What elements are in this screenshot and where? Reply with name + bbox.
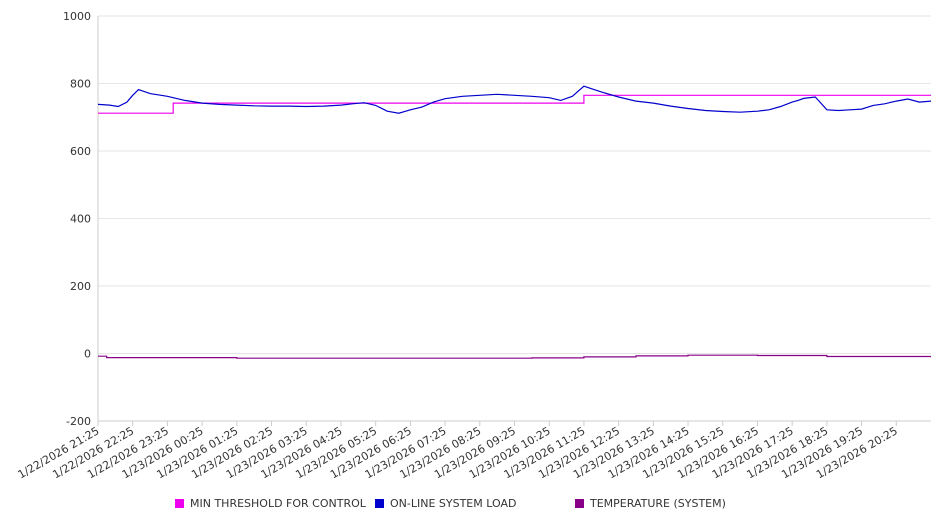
min-threshold-line	[98, 94, 931, 114]
y-tick-label: 800	[70, 78, 91, 91]
legend-swatch-min-threshold	[175, 499, 184, 508]
legend-label-min-threshold: MIN THRESHOLD FOR CONTROL	[190, 497, 366, 510]
series-layer	[97, 85, 932, 359]
y-tick-label: -200	[66, 415, 91, 428]
y-tick-label: 400	[70, 213, 91, 226]
y-tick-label: 0	[84, 348, 91, 361]
legend-label-system-load: ON-LINE SYSTEM LOAD	[390, 497, 517, 510]
legend: MIN THRESHOLD FOR CONTROL ON-LINE SYSTEM…	[0, 497, 946, 515]
system-load-line	[97, 85, 932, 114]
legend-item-min-threshold[interactable]: MIN THRESHOLD FOR CONTROL	[175, 497, 366, 510]
temperature-line	[98, 354, 931, 359]
axis-layer	[97, 16, 931, 426]
legend-item-system-load[interactable]: ON-LINE SYSTEM LOAD	[375, 497, 516, 510]
y-tick-label: 200	[70, 280, 91, 293]
grid-layer	[98, 15, 931, 354]
y-tick-label: 600	[70, 145, 91, 158]
legend-swatch-system-load	[375, 499, 384, 508]
legend-label-temperature: TEMPERATURE (SYSTEM)	[590, 497, 726, 510]
y-tick-label: 1000	[63, 10, 91, 23]
legend-item-temperature[interactable]: TEMPERATURE (SYSTEM)	[575, 497, 726, 510]
legend-swatch-temperature	[575, 499, 584, 508]
